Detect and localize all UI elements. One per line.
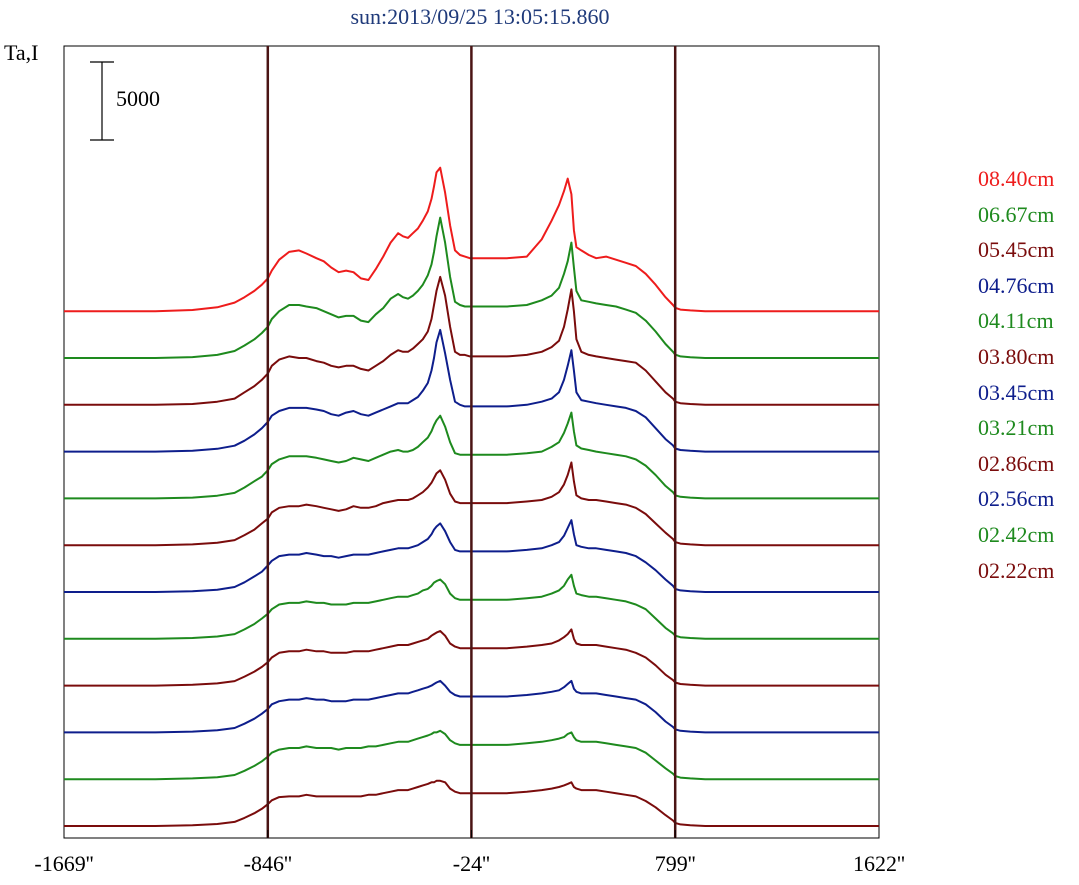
series-line-02.42cm: [64, 729, 879, 781]
x-tick-label: 799'': [654, 851, 696, 876]
series-line-04.11cm: [64, 411, 879, 500]
series-layer: [64, 166, 879, 827]
series-line-05.45cm: [64, 275, 879, 406]
legend-item: 03.80cm: [978, 343, 1055, 369]
series-line-03.21cm: [64, 573, 879, 640]
series-line-03.80cm: [64, 461, 879, 547]
legend: 08.40cm 06.67cm 05.45cm 04.76cm 04.11cm 03.80…: [978, 161, 1079, 588]
legend-item: 08.40cm: [978, 166, 1055, 191]
legend-item: 04.76cm: [978, 272, 1055, 298]
legend-item: 04.11cm: [978, 308, 1054, 334]
x-tick-label: 1622'': [853, 851, 905, 876]
series-line-04.76cm: [64, 328, 879, 453]
x-tick-label: -846'': [243, 851, 292, 876]
scale-bar-label: 5000: [116, 86, 160, 111]
limb-lines: [266, 46, 677, 838]
series-line-06.67cm: [64, 216, 879, 359]
legend-item: 05.45cm: [978, 237, 1055, 263]
x-tick-marks: [63, 830, 880, 838]
series-line-02.22cm: [64, 779, 879, 827]
legend-item: 03.45cm: [978, 379, 1055, 405]
series-line-02.86cm: [64, 628, 879, 687]
legend-item: 02.42cm: [978, 521, 1055, 547]
x-tick-label: -24'': [452, 851, 491, 876]
chart-title: sun:2013/09/25 13:05:15.860: [350, 4, 610, 29]
series-line-02.56cm: [64, 679, 879, 734]
series-line-03.45cm: [64, 519, 879, 593]
legend-item: 06.67cm: [978, 201, 1055, 227]
scale-bar: [90, 61, 114, 141]
legend-item: 02.56cm: [978, 486, 1055, 512]
y-axis-label: Ta,I: [4, 40, 39, 65]
legend-item: 02.22cm: [978, 557, 1055, 583]
legend-item: 02.86cm: [978, 450, 1055, 476]
legend-item: 03.21cm: [978, 415, 1055, 441]
x-tick-label: -1669'': [34, 851, 94, 876]
series-line-08.40cm: [64, 166, 879, 313]
